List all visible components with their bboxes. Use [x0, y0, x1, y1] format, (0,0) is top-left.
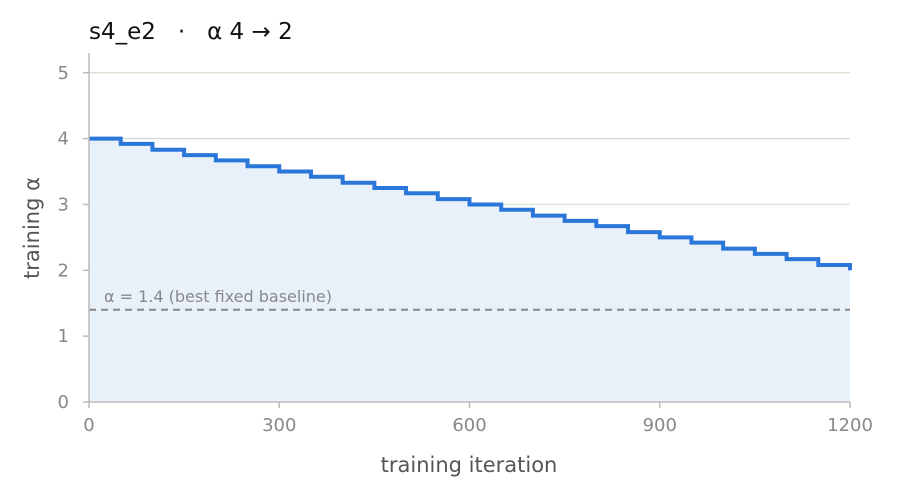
y-axis-label: training α	[20, 177, 44, 279]
y-tick-label-3: 3	[58, 194, 69, 215]
y-tick-label-5: 5	[58, 63, 69, 84]
y-tick-labels: 0 1 2 3 4 5	[58, 63, 89, 413]
x-tick-label-1200: 1200	[827, 415, 873, 436]
y-tick-label-4: 4	[58, 129, 69, 150]
y-tick-label-1: 1	[58, 326, 69, 347]
x-tick-label-0: 0	[83, 415, 94, 436]
x-tick-labels: 0 300 600 900 1200	[83, 402, 873, 436]
x-tick-label-900: 900	[643, 415, 677, 436]
y-tick-label-0: 0	[58, 392, 69, 413]
chart-title: s4_e2 · α 4 → 2	[89, 19, 293, 45]
series-step-line	[89, 136, 852, 271]
x-tick-label-600: 600	[452, 415, 486, 436]
x-tick-label-300: 300	[262, 415, 296, 436]
baseline-label: α = 1.4 (best fixed baseline)	[104, 287, 332, 306]
x-axis-label: training iteration	[381, 453, 558, 477]
series-area-fill	[89, 138, 850, 403]
y-tick-label-2: 2	[58, 260, 69, 281]
